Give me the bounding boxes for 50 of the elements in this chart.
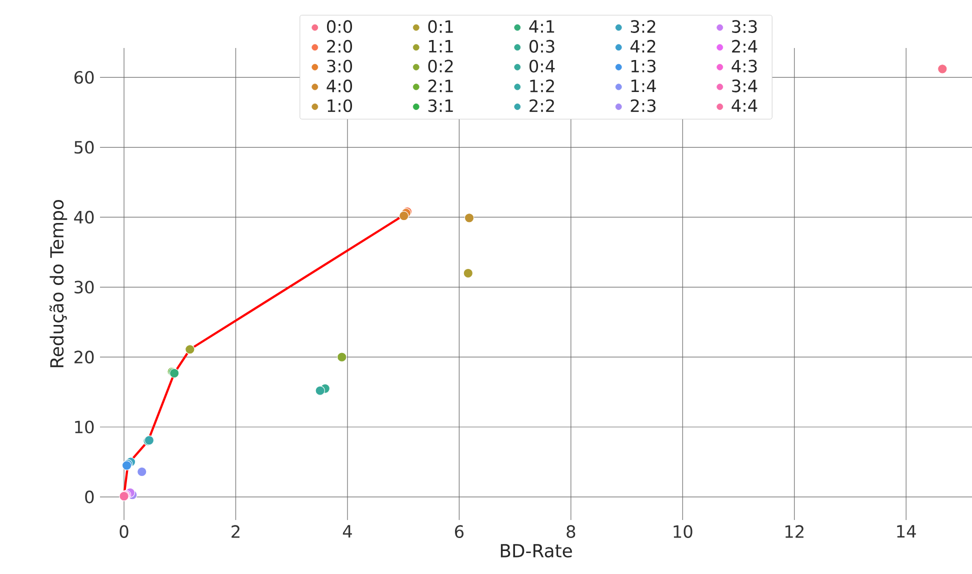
legend-label: 0:2 <box>428 60 453 73</box>
point <box>398 210 409 221</box>
legend-label: 4:0 <box>326 80 352 92</box>
y-axis-title: Redução do Tempo <box>49 200 68 368</box>
y-tick-label: 0 <box>85 490 94 504</box>
x-axis-title: BD-Rate <box>500 544 572 558</box>
legend-label: 3:3 <box>732 20 757 33</box>
legend-label: 0:0 <box>327 20 352 33</box>
y-tick-label: 60 <box>74 70 94 84</box>
legend-label: 4:4 <box>732 99 758 112</box>
legend-label: 2:3 <box>630 99 656 112</box>
legend-label: 3:0 <box>327 60 352 73</box>
point <box>136 466 147 477</box>
legend-label: 3:4 <box>732 80 758 92</box>
y-tick-label: 50 <box>74 140 94 154</box>
y-tick-label: 20 <box>74 350 94 364</box>
legend-label: 4:1 <box>529 20 554 33</box>
legend-label: 1:1 <box>428 40 453 52</box>
x-tick-label: 6 <box>454 525 464 538</box>
legend-label: 3:1 <box>428 99 453 112</box>
x-tick-label: 8 <box>566 525 576 538</box>
x-tick-label: 14 <box>897 525 916 538</box>
legend-label: 1:2 <box>530 80 554 92</box>
point <box>463 268 474 278</box>
legend-label: 4:2 <box>630 40 656 53</box>
point <box>938 64 948 74</box>
legend-label: 1:3 <box>631 60 656 73</box>
legend-label: 1:0 <box>328 99 352 112</box>
y-tick-label: 10 <box>75 420 94 434</box>
x-tick-label: 12 <box>785 525 804 538</box>
legend-label: 0:4 <box>529 60 555 73</box>
y-tick-label: 30 <box>74 280 94 294</box>
legend-label: 2:1 <box>428 80 453 92</box>
point <box>464 213 474 223</box>
legend-label: 2:2 <box>530 99 554 112</box>
point <box>336 352 347 362</box>
legend-label: 0:1 <box>428 20 453 33</box>
legend-label: 1:4 <box>631 80 656 92</box>
point <box>315 386 325 396</box>
legend-label: 3:2 <box>630 20 656 33</box>
x-tick-label: 4 <box>342 525 352 538</box>
legend-label: 2:0 <box>327 40 352 53</box>
legend-label: 4:3 <box>732 60 757 73</box>
x-tick-label: 2 <box>232 525 240 538</box>
legend-label: 2:4 <box>732 40 758 53</box>
x-tick-label: 0 <box>120 525 128 538</box>
point <box>185 344 195 354</box>
y-tick-label: 40 <box>74 210 94 224</box>
legend-label: 0:3 <box>529 40 554 53</box>
x-tick-label: 10 <box>674 525 692 538</box>
